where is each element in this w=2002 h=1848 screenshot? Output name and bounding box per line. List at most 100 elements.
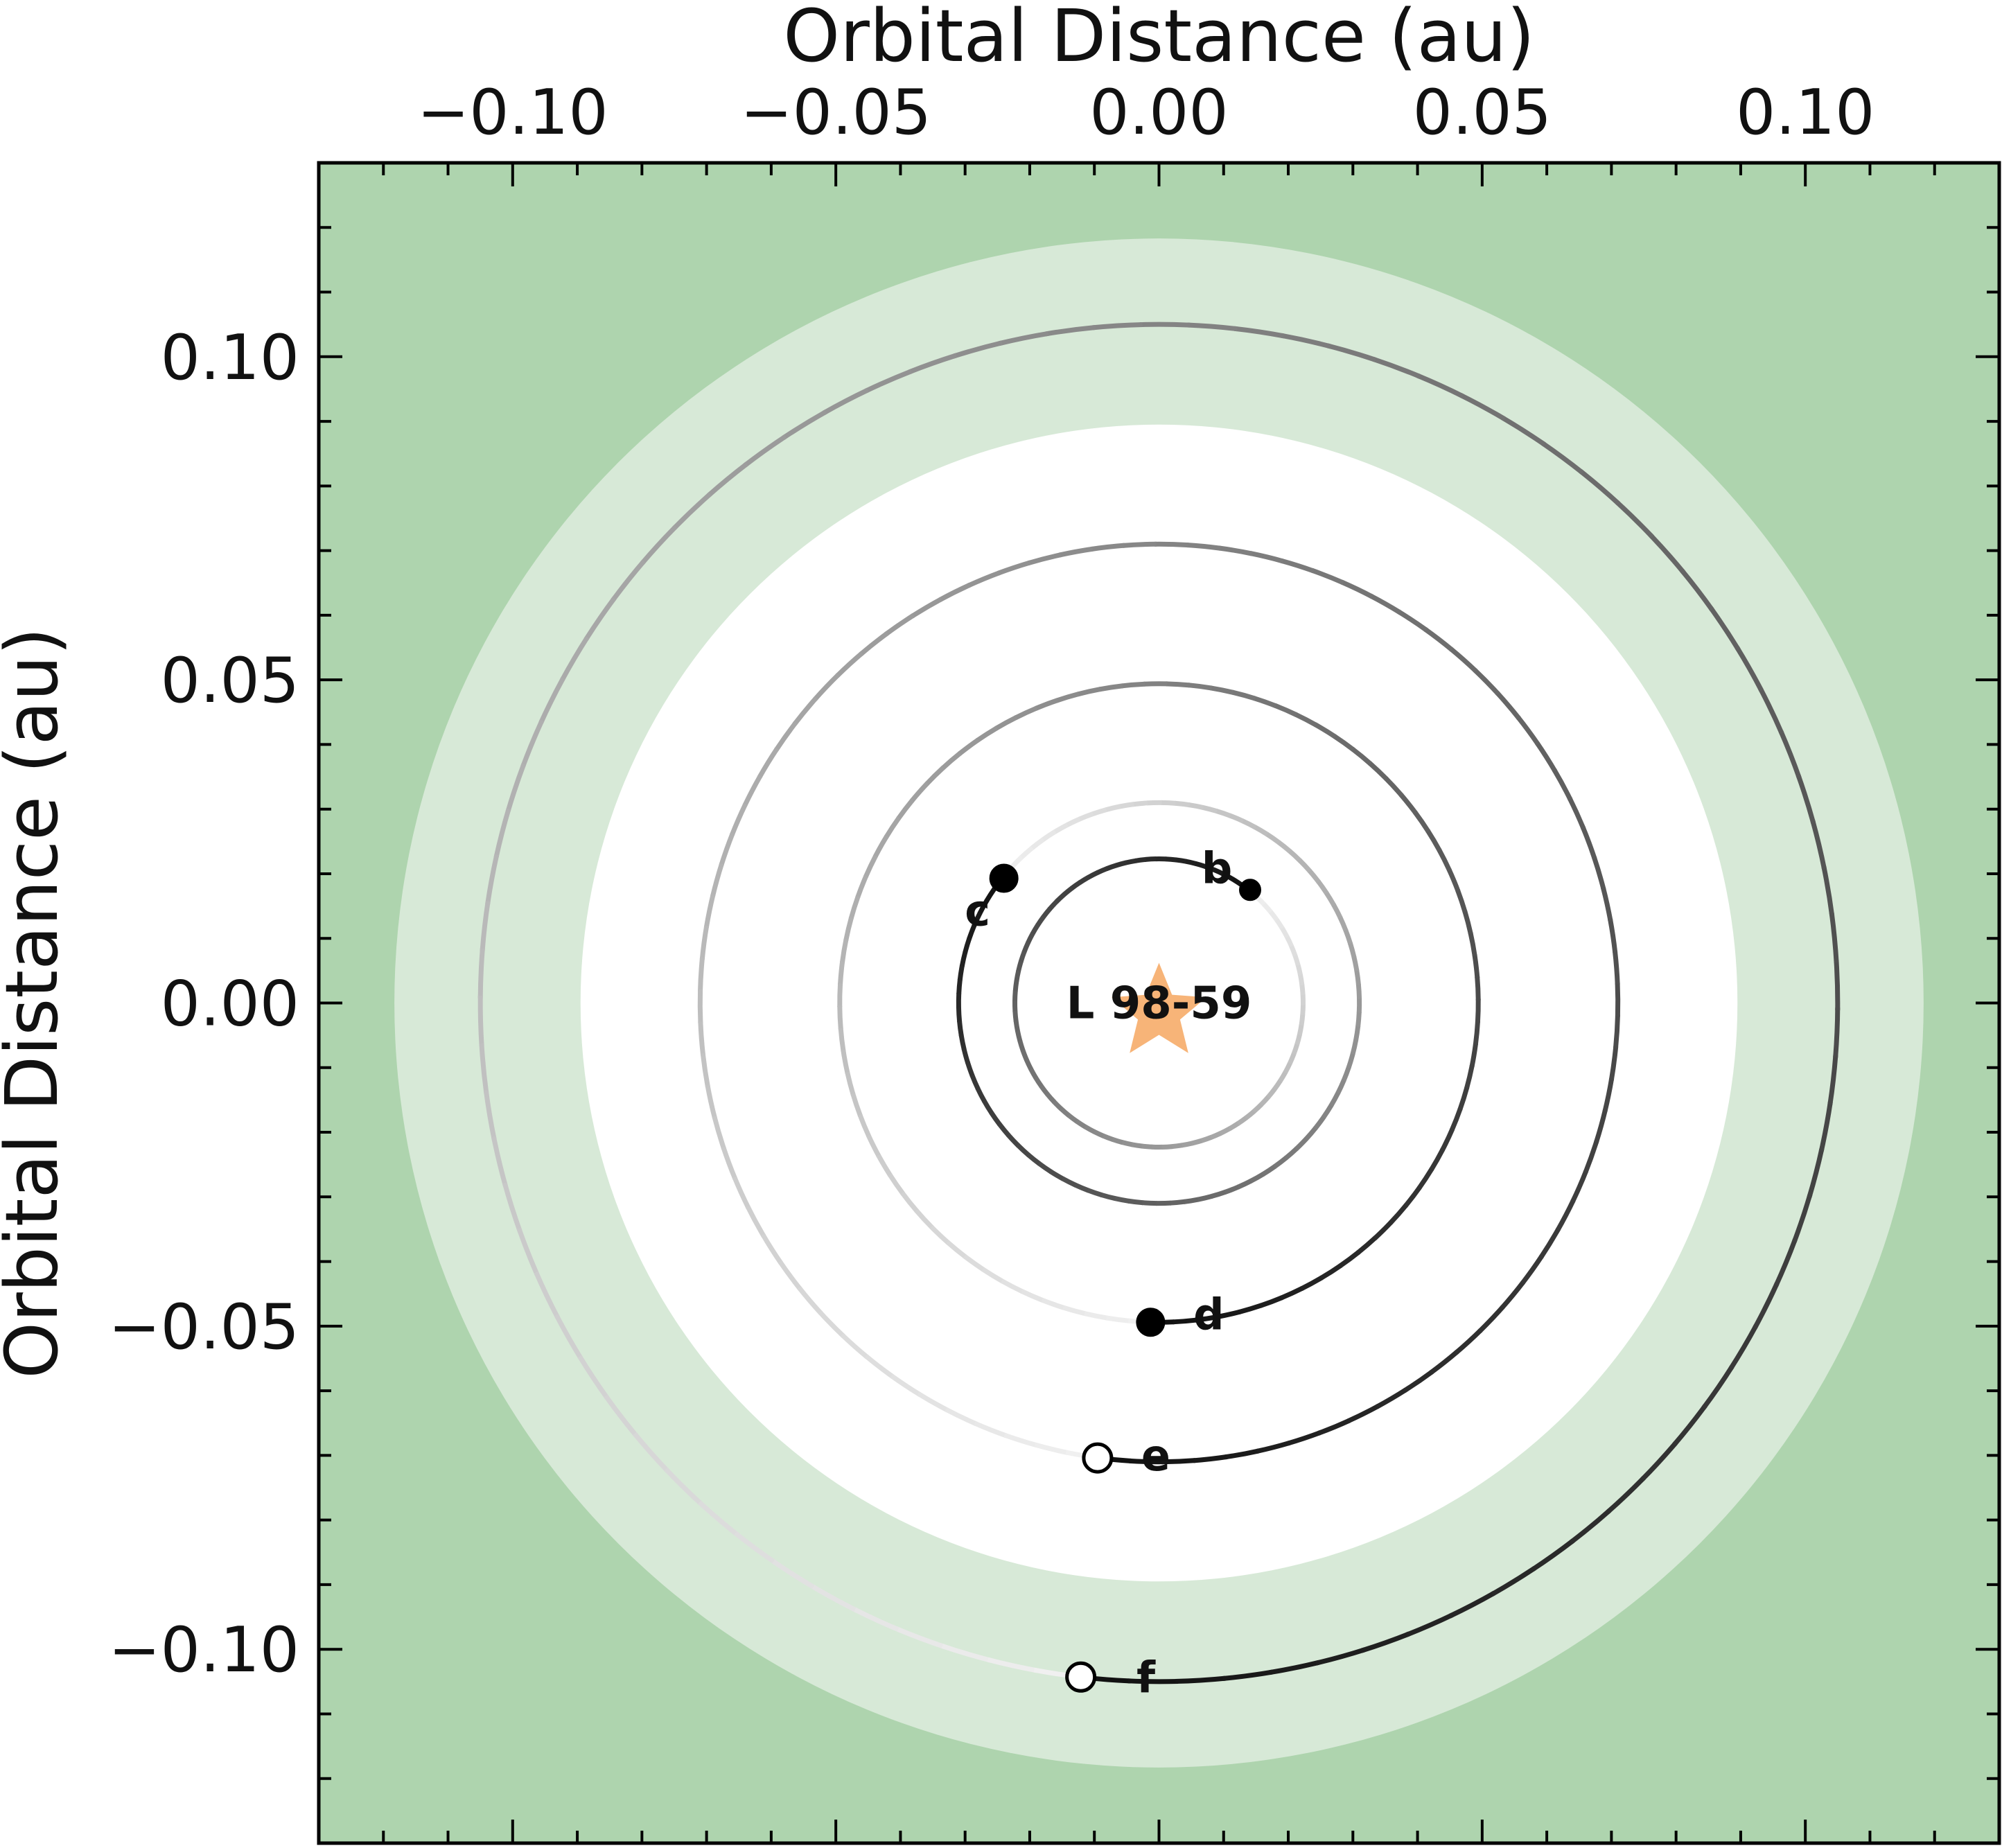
orbit-c — [1161, 800, 1177, 806]
x-axis-title: Orbital Distance (au) — [783, 0, 1535, 78]
orbit-c — [958, 1035, 967, 1050]
orbit-b — [1299, 1014, 1306, 1026]
orbit-c — [1351, 956, 1360, 971]
orbit-d — [837, 983, 843, 1007]
orbit-b — [1295, 964, 1303, 976]
orbit-c — [1118, 802, 1134, 809]
orbit-b — [1013, 1020, 1021, 1032]
orbit-c — [1141, 1200, 1157, 1206]
orbit-b — [1165, 856, 1177, 863]
orbit-d — [837, 1005, 843, 1030]
x-tick-label: 0.10 — [1736, 76, 1874, 149]
orbit-c — [1127, 1198, 1143, 1206]
x-tick-label: −0.10 — [417, 76, 608, 149]
orbit-e — [1154, 541, 1189, 548]
x-tick-label: 0.00 — [1089, 76, 1228, 149]
orbit-c — [1132, 800, 1148, 807]
y-axis-title: Orbital Distance (au) — [0, 627, 74, 1379]
orbit-e — [697, 989, 703, 1024]
star-label: L 98-59 — [1066, 978, 1252, 1030]
orbit-d — [838, 960, 845, 985]
orbit-c — [1156, 1200, 1171, 1206]
orbit-c — [1114, 1196, 1130, 1204]
x-tick-label: −0.05 — [740, 76, 931, 149]
orbit-d — [1105, 1315, 1130, 1323]
orbit-b — [1135, 856, 1147, 863]
y-tick-label: −0.10 — [108, 1614, 299, 1687]
y-tick-label: 0.05 — [161, 644, 299, 717]
orbit-b — [1105, 863, 1118, 872]
orbit-c — [1353, 1026, 1361, 1041]
orbit-e — [1613, 1014, 1620, 1049]
orbit-d — [1188, 683, 1213, 691]
planet-c-label: c — [965, 885, 990, 935]
orbit-c — [1350, 1039, 1359, 1055]
orbit-d — [1472, 954, 1480, 978]
orbit-d — [1166, 681, 1191, 688]
orbit-c — [1197, 1193, 1213, 1202]
orbit-f — [1092, 322, 1143, 331]
orbit-b — [1015, 1030, 1023, 1042]
y-tick-label: 0.10 — [161, 322, 299, 394]
orbit-f — [1139, 322, 1191, 328]
orbit-b — [1175, 857, 1187, 864]
orbit-b — [1141, 1143, 1153, 1150]
orbit-b — [1291, 1044, 1300, 1055]
orbit-b — [1016, 960, 1024, 972]
planet-e-label: e — [1141, 1430, 1170, 1481]
orbit-c — [1184, 1197, 1200, 1204]
orbit-b — [1297, 974, 1305, 986]
orbit-c — [1354, 969, 1361, 985]
orbit-c — [1355, 1012, 1362, 1028]
orbit-b — [1145, 856, 1157, 862]
orbit-c — [957, 965, 965, 980]
orbit-b — [1200, 1134, 1213, 1143]
orbit-c — [957, 1021, 964, 1037]
planet-b-label: b — [1202, 843, 1232, 893]
orbit-b — [1297, 1024, 1304, 1036]
orbit-b — [1294, 1034, 1302, 1046]
orbit-f — [1833, 1007, 1841, 1058]
orbit-b — [1112, 1137, 1123, 1145]
orbit-c — [1105, 804, 1121, 813]
orbit-c — [956, 1007, 963, 1023]
orbit-b — [1185, 859, 1197, 866]
orbit-e — [1615, 982, 1621, 1017]
star-marker — [1112, 962, 1206, 1053]
orbit-d — [1121, 681, 1145, 689]
orbit-c — [1355, 983, 1362, 999]
orbit-b — [1292, 954, 1301, 967]
orbit-b — [1115, 860, 1127, 868]
orbit-b — [1299, 984, 1306, 996]
planet-f-marker — [1065, 1661, 1097, 1693]
orbit-d — [1475, 998, 1481, 1023]
orbit-f — [477, 948, 485, 998]
y-tick-label: 0.00 — [161, 968, 299, 1041]
orbit-d — [838, 1028, 846, 1052]
orbit-c — [959, 951, 968, 967]
orbit-e — [1122, 541, 1157, 548]
planet-b-marker — [1239, 879, 1262, 901]
orbit-b — [1125, 858, 1137, 865]
y-tick-label: −0.05 — [108, 1291, 299, 1364]
orbit-e — [698, 1021, 706, 1056]
orbit-c — [1170, 1199, 1186, 1206]
planet-c-marker — [989, 863, 1019, 893]
orbit-d — [1475, 976, 1481, 1001]
orbit-b — [1012, 1010, 1019, 1022]
orbit-b — [1017, 1039, 1026, 1052]
orbit-f — [1834, 960, 1841, 1011]
orbit-b — [1121, 1140, 1133, 1147]
orbit-b — [1014, 970, 1021, 982]
orbit-f — [1175, 1675, 1226, 1684]
orbit-c — [956, 978, 963, 994]
planet-e-marker — [1082, 1442, 1114, 1474]
planet-f-label: f — [1136, 1652, 1156, 1702]
orbit-b — [1181, 1141, 1193, 1148]
orbit-c — [1175, 800, 1191, 808]
orbit-b — [1131, 1142, 1143, 1149]
orbit-c — [1147, 800, 1162, 806]
orbit-b — [1012, 980, 1019, 992]
orbit-f — [477, 995, 484, 1046]
